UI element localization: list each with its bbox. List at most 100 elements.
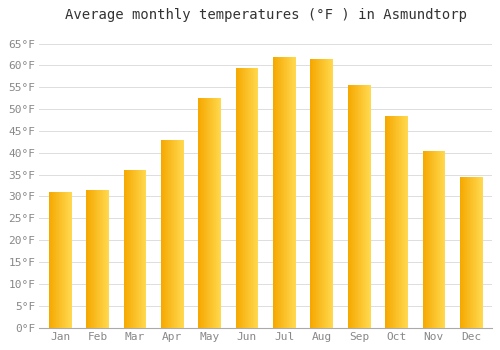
Bar [396,116,398,328]
Bar [170,140,172,328]
Bar [294,57,295,328]
Bar [246,68,248,328]
Bar [212,98,213,328]
Bar [422,150,445,328]
Bar [315,59,316,328]
Bar [70,192,72,328]
Bar [208,98,209,328]
Bar [317,59,318,328]
Bar [180,140,181,328]
Bar [286,57,288,328]
Bar [55,192,56,328]
Bar [137,170,138,328]
Bar [173,140,174,328]
Bar [242,68,243,328]
Bar [202,98,203,328]
Bar [444,150,446,328]
Bar [311,59,312,328]
Bar [203,98,204,328]
Bar [428,150,430,328]
Bar [279,57,280,328]
Bar [358,85,360,328]
Bar [391,116,392,328]
Bar [470,177,472,328]
Bar [322,59,323,328]
Bar [360,85,361,328]
Bar [330,59,331,328]
Bar [86,190,88,328]
Bar [135,170,136,328]
Bar [324,59,326,328]
Bar [428,150,429,328]
Bar [322,59,324,328]
Bar [441,150,442,328]
Bar [238,68,240,328]
Bar [274,57,275,328]
Bar [58,192,59,328]
Bar [321,59,322,328]
Bar [242,68,244,328]
Bar [131,170,132,328]
Bar [243,68,244,328]
Bar [316,59,318,328]
Bar [205,98,206,328]
Bar [248,68,250,328]
Bar [236,68,238,328]
Bar [365,85,366,328]
Bar [170,140,171,328]
Bar [130,170,132,328]
Bar [292,57,293,328]
Bar [244,68,245,328]
Bar [218,98,219,328]
Bar [389,116,390,328]
Bar [161,140,162,328]
Bar [220,98,221,328]
Bar [166,140,168,328]
Bar [238,68,239,328]
Bar [94,190,96,328]
Bar [241,68,242,328]
Bar [436,150,437,328]
Bar [464,177,466,328]
Bar [70,192,71,328]
Bar [395,116,396,328]
Bar [312,59,314,328]
Bar [390,116,392,328]
Bar [126,170,127,328]
Bar [427,150,428,328]
Bar [348,85,370,328]
Bar [472,177,474,328]
Bar [51,192,52,328]
Bar [434,150,436,328]
Bar [138,170,139,328]
Bar [323,59,324,328]
Bar [255,68,256,328]
Bar [329,59,330,328]
Bar [128,170,129,328]
Bar [368,85,370,328]
Bar [283,57,284,328]
Bar [216,98,218,328]
Bar [388,116,390,328]
Bar [141,170,142,328]
Bar [52,192,54,328]
Bar [310,59,312,328]
Bar [253,68,254,328]
Bar [50,192,51,328]
Bar [366,85,368,328]
Bar [250,68,251,328]
Bar [350,85,351,328]
Bar [176,140,177,328]
Bar [164,140,166,328]
Bar [182,140,184,328]
Bar [463,177,464,328]
Bar [478,177,480,328]
Bar [104,190,106,328]
Bar [316,59,317,328]
Bar [362,85,363,328]
Bar [404,116,405,328]
Bar [442,150,444,328]
Bar [435,150,436,328]
Bar [90,190,92,328]
Bar [49,192,50,328]
